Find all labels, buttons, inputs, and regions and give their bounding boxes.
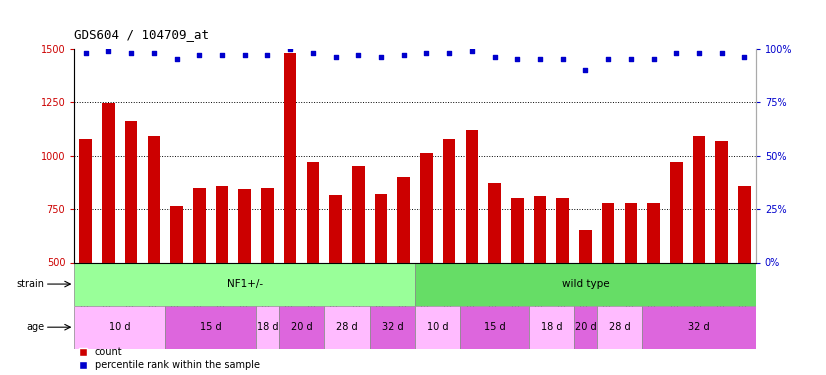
Point [352, 52, 365, 58]
Bar [534, 196, 546, 369]
Bar [74, 262, 415, 306]
Point [510, 57, 524, 63]
Text: strain: strain [17, 279, 45, 289]
Bar [148, 136, 160, 369]
Bar [602, 203, 615, 369]
Point [534, 57, 547, 63]
Bar [670, 162, 682, 369]
Bar [643, 306, 756, 349]
Bar [284, 53, 297, 369]
Bar [375, 194, 387, 369]
Text: 28 d: 28 d [336, 322, 358, 332]
Point [443, 50, 456, 56]
Bar [165, 306, 256, 349]
Point [488, 54, 501, 60]
Bar [261, 188, 273, 369]
Text: 20 d: 20 d [291, 322, 312, 332]
Bar [420, 153, 433, 369]
Text: NF1+/-: NF1+/- [226, 279, 263, 289]
Bar [466, 130, 478, 369]
Point [261, 52, 274, 58]
Point [147, 50, 160, 56]
Point [192, 52, 206, 58]
Bar [596, 306, 643, 349]
Bar [193, 188, 206, 369]
Point [102, 48, 115, 54]
Point [647, 57, 660, 63]
Bar [239, 189, 251, 369]
Bar [624, 203, 637, 369]
Bar [256, 306, 278, 349]
Point [579, 67, 592, 73]
Bar [278, 306, 324, 349]
Point [216, 52, 229, 58]
Bar [170, 207, 183, 369]
Bar [488, 183, 501, 369]
Bar [324, 306, 370, 349]
Bar [529, 306, 574, 349]
Point [170, 57, 183, 63]
Point [374, 54, 387, 60]
Bar [306, 162, 319, 369]
Bar [74, 306, 165, 349]
Bar [79, 138, 92, 369]
Text: 32 d: 32 d [688, 322, 710, 332]
Bar [415, 306, 461, 349]
Text: age: age [26, 322, 45, 332]
Point [624, 57, 638, 63]
Text: 18 d: 18 d [257, 322, 278, 332]
Bar [330, 195, 342, 369]
Bar [370, 306, 415, 349]
Bar [557, 198, 569, 369]
Bar [579, 230, 591, 369]
Bar [102, 103, 115, 369]
Bar [461, 306, 529, 349]
Point [738, 54, 751, 60]
Point [306, 50, 320, 56]
Point [692, 50, 705, 56]
Bar [125, 122, 137, 369]
Point [329, 54, 342, 60]
Text: 10 d: 10 d [109, 322, 131, 332]
Text: 10 d: 10 d [427, 322, 449, 332]
Point [420, 50, 433, 56]
Text: 15 d: 15 d [484, 322, 506, 332]
Bar [216, 186, 228, 369]
Bar [715, 141, 728, 369]
Text: 28 d: 28 d [609, 322, 630, 332]
Point [125, 50, 138, 56]
Legend: count, percentile rank within the sample: count, percentile rank within the sample [79, 347, 259, 370]
Bar [738, 186, 751, 369]
Point [715, 50, 729, 56]
Text: 18 d: 18 d [540, 322, 563, 332]
Point [601, 57, 615, 63]
Text: wild type: wild type [562, 279, 610, 289]
Bar [648, 203, 660, 369]
Text: 15 d: 15 d [200, 322, 221, 332]
Text: 32 d: 32 d [382, 322, 403, 332]
Bar [352, 166, 364, 369]
Point [670, 50, 683, 56]
Point [397, 52, 411, 58]
Point [556, 57, 569, 63]
Text: GDS604 / 104709_at: GDS604 / 104709_at [74, 28, 209, 41]
Bar [574, 306, 597, 349]
Bar [693, 136, 705, 369]
Bar [397, 177, 410, 369]
Text: 20 d: 20 d [575, 322, 596, 332]
Point [465, 48, 478, 54]
Point [238, 52, 251, 58]
Bar [511, 198, 524, 369]
Bar [443, 138, 455, 369]
Point [283, 46, 297, 52]
Bar [415, 262, 756, 306]
Point [79, 50, 93, 56]
